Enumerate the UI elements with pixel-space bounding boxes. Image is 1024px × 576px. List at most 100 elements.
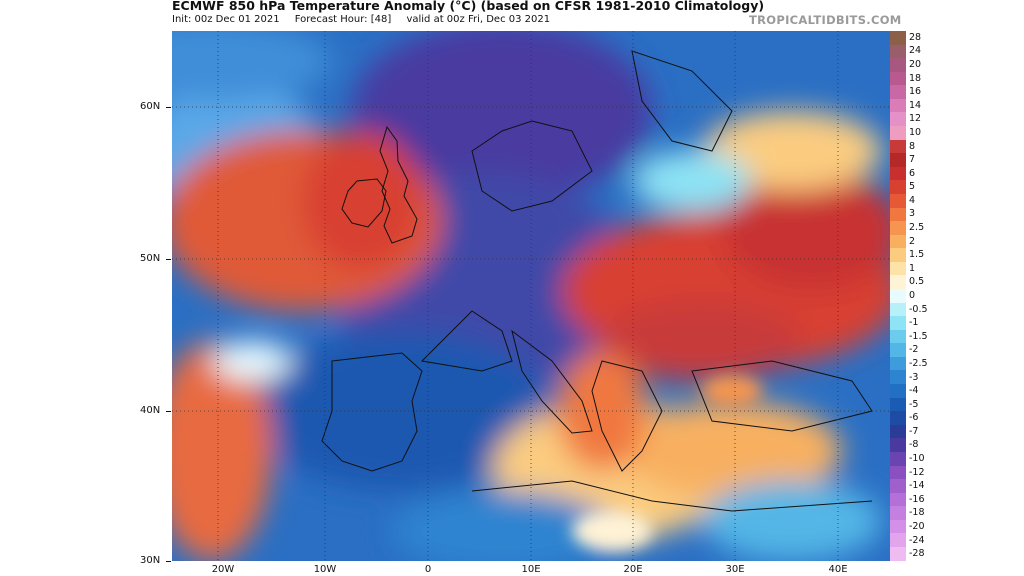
colorbar-swatch [890,139,906,154]
colorbar-label: -28 [909,548,925,560]
colorbar-label: -2 [909,344,919,356]
colorbar-label: 2 [909,235,916,247]
colorbar-label: 20 [909,58,922,70]
lat-label-60n: 60N [140,101,172,112]
lon-label-10e: 10E [521,564,541,575]
colorbar-swatch [890,221,906,235]
colorbar-label: 1.5 [909,249,925,261]
colorbar-swatch [890,288,906,303]
colorbar-label: 24 [909,45,922,57]
map-title: ECMWF 850 hPa Temperature Anomaly (°C) (… [172,0,765,13]
colorbar-label: 0 [909,290,916,301]
colorbar-swatch [890,166,906,181]
colorbar-label: -7 [909,425,919,437]
colorbar-swatch [890,397,906,412]
colorbar-label: -14 [909,480,925,492]
colorbar-label: -12 [909,466,925,478]
colorbar-label: 18 [909,72,922,84]
colorbar-swatch [890,153,906,167]
colorbar-swatch [890,98,906,113]
colorbar-label: -18 [909,507,925,519]
colorbar-swatch [890,71,906,86]
colorbar-swatch [890,58,906,72]
colorbar-swatch [890,506,906,520]
anomaly-field [172,31,890,561]
colorbar-label: -20 [909,521,925,533]
colorbar-swatch [890,275,906,289]
colorbar-swatch [890,44,906,59]
colorbar-swatch [890,126,906,140]
colorbar-label: -0.5 [909,303,928,315]
colorbar-swatch [890,316,906,330]
colorbar-swatch [890,261,906,276]
valid-time: valid at 00z Fri, Dec 03 2021 [406,14,551,25]
colorbar-label: -24 [909,534,925,546]
colorbar-label: 6 [909,167,916,179]
lon-label-20e: 20E [623,564,643,575]
colorbar-label: 12 [909,113,922,125]
colorbar-swatch [890,424,906,439]
colorbar-swatch [890,356,906,371]
colorbar-label: 14 [909,99,922,111]
colorbar-label: -3 [909,371,919,383]
colorbar-label: 7 [909,154,916,166]
coastlines [321,50,873,512]
colorbar-label: 4 [909,194,916,206]
colorbar-swatch [890,234,906,249]
colorbar-label: -10 [909,453,925,465]
colorbar-label: -4 [909,385,919,397]
colorbar-label: -1 [909,317,919,329]
colorbar [890,31,906,561]
colorbar-label: 1 [909,262,916,274]
lon-label-30e: 30E [725,564,745,575]
colorbar-swatch [890,329,906,344]
colorbar-label: -1.5 [909,330,928,342]
colorbar-label: 2.5 [909,222,925,234]
colorbar-swatch [890,207,906,222]
colorbar-swatch [890,451,906,466]
colorbar-label: 28 [909,31,922,43]
lat-label-40n: 40N [140,405,172,416]
lon-label-10w: 10W [313,564,337,575]
temperature-anomaly-map [172,31,890,561]
colorbar-swatch [890,248,906,262]
colorbar-swatch [890,85,906,99]
colorbar-swatch [890,112,906,127]
colorbar-swatch [890,384,906,398]
colorbar-label: -2.5 [909,357,928,369]
colorbar-swatch [890,533,906,547]
colorbar-swatch [890,519,906,534]
colorbar-swatch [890,370,906,385]
colorbar-label: 0.5 [909,276,925,288]
lon-label-0: 0 [424,564,432,575]
colorbar-label: -8 [909,439,919,451]
colorbar-swatch [890,438,906,452]
lon-label-40e: 40E [828,564,848,575]
colorbar-swatch [890,302,906,317]
forecast-hour: Forecast Hour: [48] [294,14,392,25]
colorbar-label: -5 [909,398,919,410]
colorbar-swatch [890,180,906,194]
graticule [172,31,890,561]
colorbar-label: 5 [909,181,916,193]
map-subtitle: Init: 00z Dec 01 2021 Forecast Hour: [48… [172,14,562,25]
colorbar-swatch [890,343,906,357]
lon-label-20w: 20W [211,564,235,575]
colorbar-swatch [890,492,906,507]
init-time: Init: 00z Dec 01 2021 [172,14,280,25]
lat-label-30n: 30N [140,555,172,566]
colorbar-swatch [890,411,906,425]
colorbar-label: -16 [909,493,925,505]
colorbar-labels: 28 24 20 18 16 14 12 10 8 7 6 5 4 3 2.5 2 1.5 1 0.5 0 -0.5 -1… [909,31,949,561]
colorbar-swatch [890,546,906,561]
lat-label-50n: 50N [140,253,172,264]
colorbar-label: 3 [909,208,916,220]
colorbar-swatch [890,465,906,480]
brand-watermark: TROPICALTIDBITS.COM [749,13,902,27]
colorbar-label: 10 [909,126,922,138]
colorbar-label: -6 [909,412,919,424]
colorbar-swatch [890,31,906,45]
colorbar-swatch [890,193,906,208]
colorbar-swatch [890,479,906,493]
colorbar-label: 8 [909,140,916,152]
